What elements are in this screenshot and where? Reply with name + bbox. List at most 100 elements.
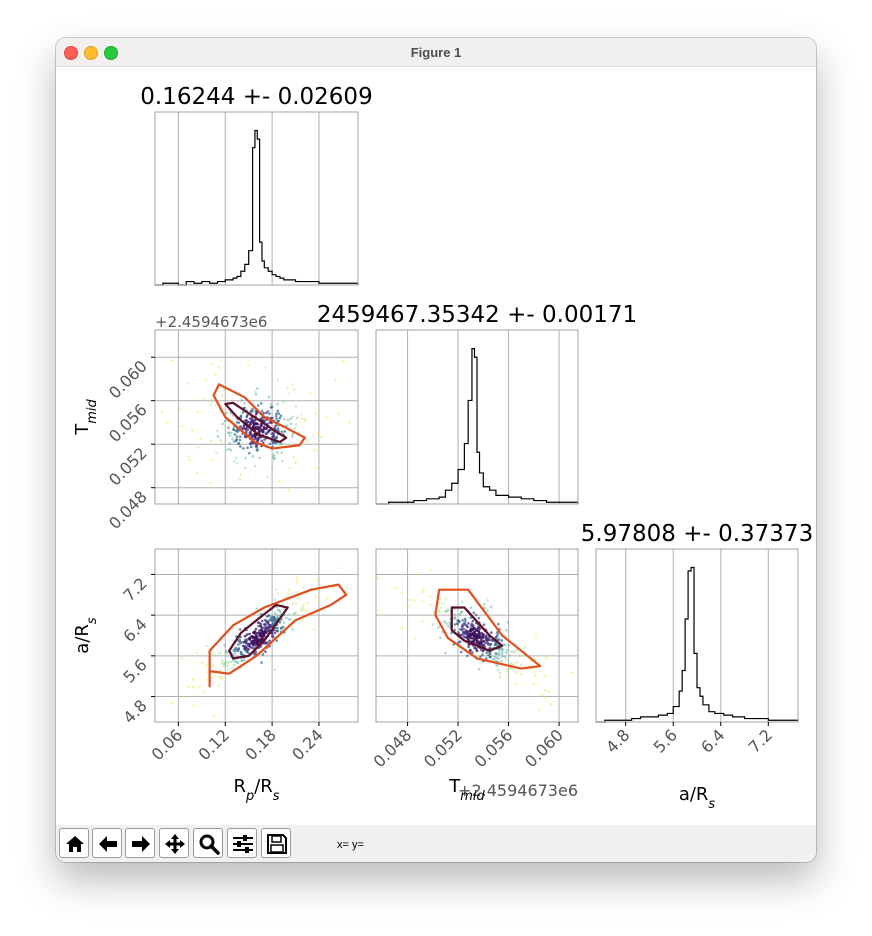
sample-point <box>462 627 466 631</box>
sample-point <box>227 431 230 434</box>
sample-point <box>261 627 264 630</box>
sample-point <box>477 625 480 628</box>
sample-point <box>280 442 283 445</box>
sample-point <box>291 383 295 386</box>
home-button[interactable] <box>59 828 89 858</box>
sample-point <box>446 624 450 628</box>
sample-point <box>228 434 232 437</box>
configure-subplots-button[interactable] <box>227 828 257 858</box>
sample-point <box>255 387 259 390</box>
sample-point <box>304 417 307 421</box>
sample-point <box>458 640 462 643</box>
close-window-button[interactable] <box>64 46 78 60</box>
sample-point <box>570 671 573 675</box>
figure-canvas[interactable]: 0.16244 +- 0.02609 2459467.35342 +- 0.001… <box>56 67 816 825</box>
forward-button[interactable] <box>125 828 155 858</box>
sample-point <box>181 424 184 428</box>
sample-point <box>249 409 253 413</box>
y-tick-label: 4.8 <box>119 696 150 727</box>
sample-point <box>293 427 297 430</box>
sample-point <box>422 588 425 592</box>
sample-point <box>283 430 287 433</box>
sample-point <box>465 630 468 634</box>
sample-point <box>400 626 403 629</box>
sample-point <box>477 630 481 633</box>
save-button[interactable] <box>261 828 291 858</box>
y-tick-label: 0.052 <box>105 444 151 490</box>
sample-point <box>485 638 489 642</box>
sample-point <box>454 617 457 621</box>
x-tick-label: 0.24 <box>288 725 327 764</box>
sample-point <box>497 652 501 656</box>
sample-point <box>264 427 268 431</box>
sample-point <box>472 639 475 643</box>
sample-point <box>254 435 257 439</box>
sample-points <box>376 569 573 711</box>
sample-point <box>494 643 498 646</box>
sample-point <box>534 636 538 639</box>
sample-point <box>292 388 296 392</box>
sample-point <box>262 419 266 423</box>
sample-point <box>453 628 457 632</box>
sample-point <box>282 621 286 625</box>
sample-point <box>291 432 294 436</box>
sample-point <box>242 424 246 427</box>
zoom-button[interactable] <box>193 828 223 858</box>
sample-point <box>265 615 269 618</box>
window-title: Figure 1 <box>410 45 462 60</box>
sample-point <box>508 654 512 657</box>
back-button[interactable] <box>92 828 122 858</box>
sample-point <box>312 434 315 437</box>
sample-point <box>486 609 489 613</box>
sample-point <box>282 400 285 404</box>
sample-point <box>283 417 286 421</box>
sample-point <box>436 626 440 630</box>
sample-point <box>482 633 486 636</box>
sample-point <box>495 663 498 667</box>
sample-point <box>276 615 280 619</box>
sample-point <box>479 655 482 659</box>
sample-point <box>467 638 470 641</box>
sample-point <box>482 640 486 643</box>
histogram-step <box>596 566 799 723</box>
sample-point <box>467 630 471 634</box>
sample-point <box>463 621 466 625</box>
sample-point <box>487 642 490 646</box>
sample-point <box>276 608 280 612</box>
sample-point <box>337 412 340 415</box>
sample-point <box>245 430 248 433</box>
sample-point <box>316 578 320 582</box>
sample-point <box>487 653 490 657</box>
sample-point <box>495 656 499 660</box>
sample-point <box>271 455 275 459</box>
sample-point <box>460 610 464 614</box>
sample-point <box>273 611 277 615</box>
sample-point <box>473 631 477 635</box>
sample-points <box>160 359 351 492</box>
sample-point <box>230 431 233 435</box>
sample-point <box>494 659 498 663</box>
sample-point <box>514 671 518 674</box>
sample-point <box>280 626 283 630</box>
sample-point <box>342 359 345 362</box>
sample-point <box>461 619 465 622</box>
minimize-window-button[interactable] <box>84 46 98 60</box>
panel-title: 0.16244 +- 0.02609 <box>140 84 372 110</box>
sample-point <box>475 632 479 636</box>
sample-point <box>258 629 261 633</box>
sample-point <box>253 433 257 436</box>
pan-button[interactable] <box>159 828 189 858</box>
sample-point <box>265 431 269 434</box>
sample-point <box>471 619 475 623</box>
sample-point <box>502 643 506 646</box>
sample-point <box>247 644 251 648</box>
sample-point <box>210 458 213 461</box>
sample-point <box>474 638 478 642</box>
sample-point <box>205 644 208 648</box>
sample-point <box>235 461 239 465</box>
zoom-window-button[interactable] <box>104 46 118 60</box>
sample-point <box>243 646 246 650</box>
corner-panel-3 <box>154 548 359 723</box>
sample-point <box>316 432 320 435</box>
contour-1sigma <box>228 603 289 660</box>
